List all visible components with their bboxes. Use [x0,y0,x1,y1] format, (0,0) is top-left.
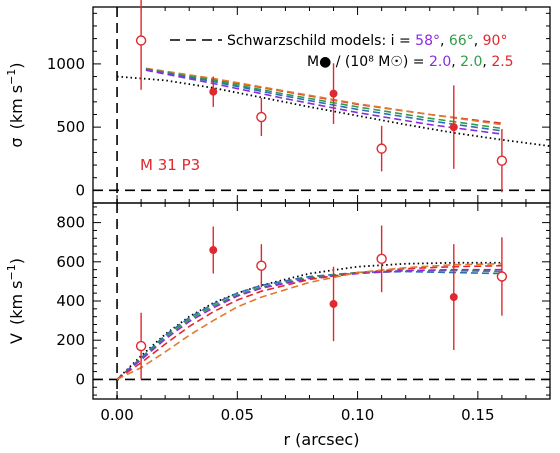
x-tick-label: 0.15 [461,406,494,424]
x-axis-label: r (arcsec) [284,430,360,449]
model-curve-dashed [116,269,502,381]
x-tick-label: 0.05 [221,406,254,424]
data-point-filled [329,89,338,98]
y-tick-label: 0 [75,181,85,199]
model-curve-dashed [116,268,502,381]
legend-prefix-1: Schwarzschild models: i = [227,33,415,49]
top-panel: 0 500 1000 σ (km s−1) M 31 P3 Schwarzschild mo… [5,0,551,204]
legend-value: 90° [483,33,508,49]
legend-sep: , [451,54,460,70]
y-tick-label: 200 [56,331,85,349]
legend-value: 2.0 [460,54,482,70]
panel-label: M 31 P3 [140,156,200,174]
y-axis-units: (km s [7,281,26,326]
model-curve-dashed [145,67,503,126]
legend-prefix-2: M● / (10⁸ M☉) = [307,54,429,70]
data-point-filled [449,293,458,302]
y-axis-exponent: −1 [5,264,18,280]
legend-line-1: Schwarzschild models: i = 58°, 66°, 90° [227,33,507,49]
legend-sep: , [440,33,449,49]
y-axis-symbol: σ [7,137,26,147]
data-point-open [256,111,267,123]
y-axis-units: (km s [7,85,26,130]
model-curve-dashed [145,68,503,130]
legend: Schwarzschild models: i = 58°, 66°, 90° M… [170,33,514,70]
model-curve-dashed [116,270,502,380]
model-curve-dashed [145,69,502,135]
y-tick-label: 0 [75,370,85,388]
y-tick-label: 1000 [47,55,85,73]
y-axis-exponent: −1 [5,69,18,85]
legend-value: 2.5 [491,54,513,70]
data-point-open [256,260,267,271]
data-point-open [376,253,387,265]
data-point-filled [449,123,458,132]
legend-sep: , [474,33,483,49]
legend-sep: , [482,54,491,70]
data-point-open [135,35,147,46]
model-curve-dashed [116,264,502,381]
data-point-open [376,143,387,154]
data-point-filled [329,299,338,308]
data-point-open [496,155,508,166]
data-point-open [135,340,147,352]
data-point-filled [209,87,218,96]
y-axis-close: ) [7,62,26,68]
bottom-panel: 0 200 400 600 800 0.00 0.05 0.10 0.15 V (km s−1) r … [5,202,551,449]
model-curve-dashed [145,68,503,132]
legend-line-2: M● / (10⁸ M☉) = 2.0, 2.0, 2.5 [307,54,514,70]
legend-value: 58° [415,33,440,49]
model-curve-dashed [116,262,502,381]
x-tick-label: 0.00 [100,406,133,424]
plot-frame [92,202,551,400]
legend-value: 2.0 [429,54,451,70]
y-axis-symbol: V [7,333,26,344]
data-point-filled [209,246,218,255]
y-axis-label: σ (km s−1) [5,62,26,147]
y-tick-label: 500 [56,118,85,136]
y-axis-label: V (km s−1) [5,258,26,344]
legend-value: 66° [449,33,474,49]
y-tick-label: 600 [56,253,85,271]
y-tick-label: 400 [56,292,85,310]
model-curve-dotted [116,75,551,147]
model-curve-dashed [145,68,502,125]
model-curve-dotted [116,261,502,381]
data-point-open [496,271,508,282]
x-tick-label: 0.10 [341,406,374,424]
y-axis-close: ) [7,258,26,264]
y-tick-label: 800 [56,214,85,232]
